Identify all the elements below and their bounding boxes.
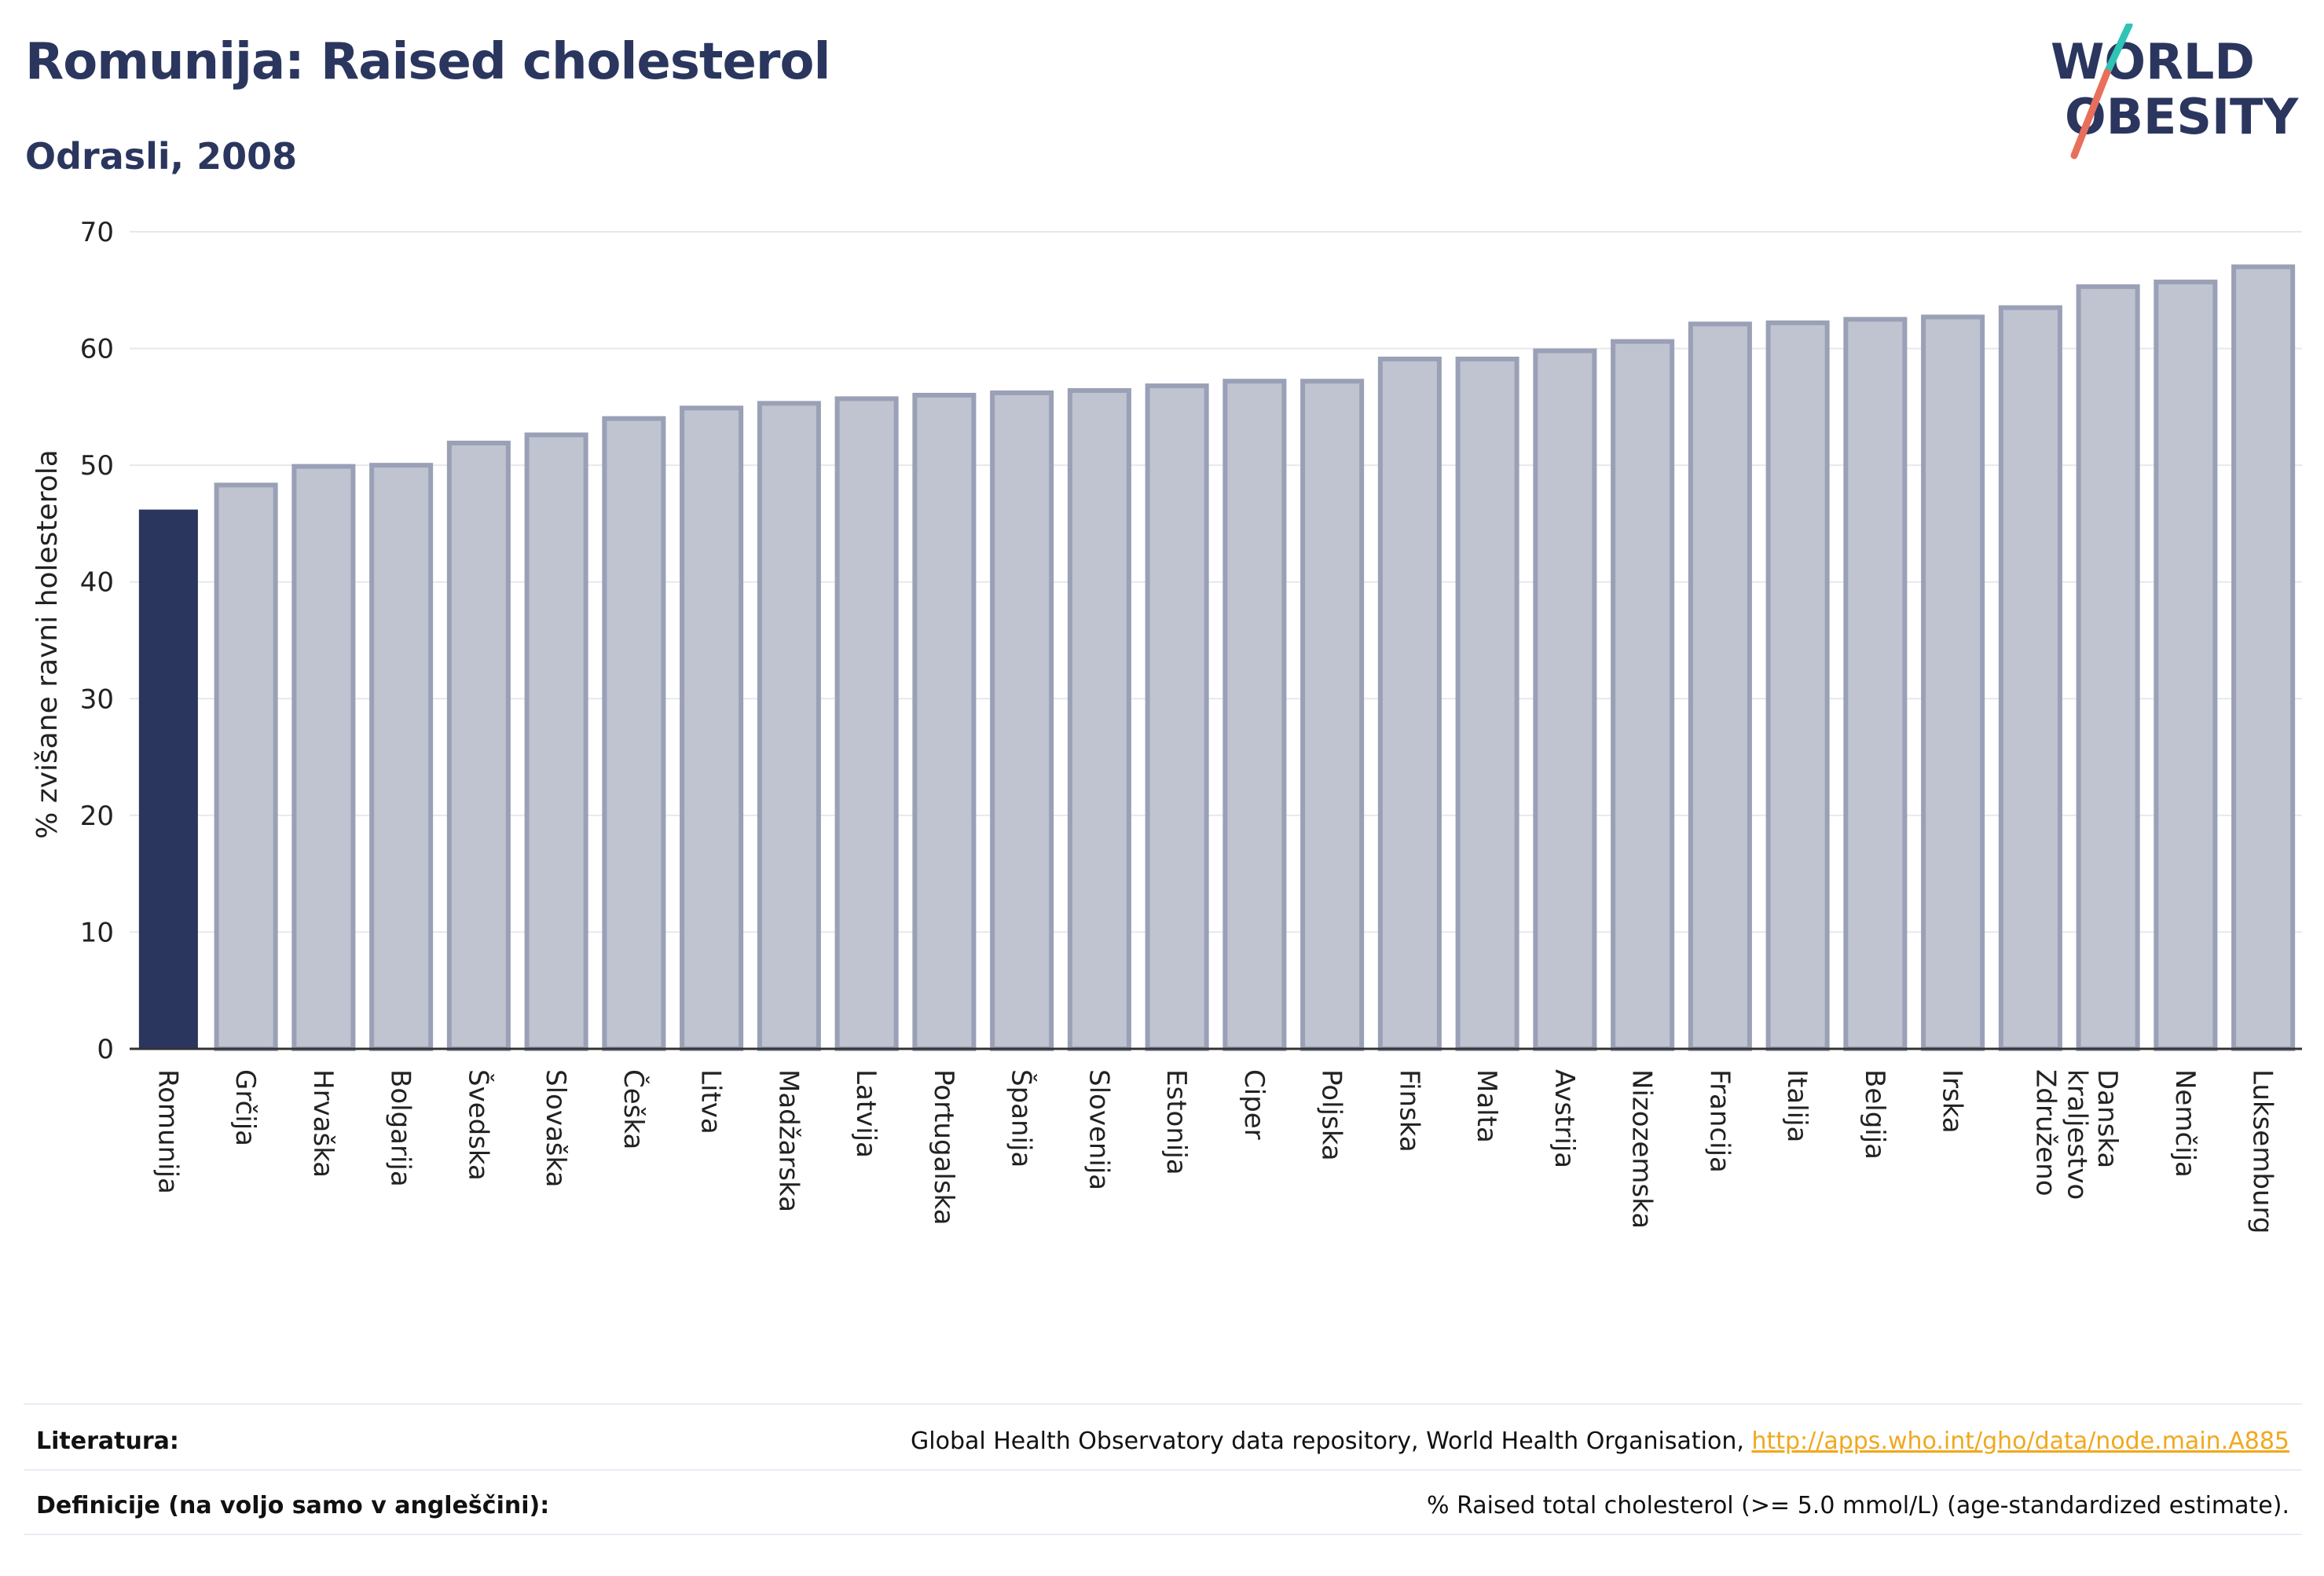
y-tick-label: 20 (80, 801, 114, 832)
footer-literature-label: Literatura: (36, 1427, 179, 1455)
bar (1611, 339, 1675, 1051)
bar (524, 432, 588, 1051)
bar (990, 390, 1054, 1051)
x-tick-label: Slovenija (1083, 1069, 1114, 1190)
y-axis-label: % zvišane ravni holesterola (31, 449, 64, 839)
x-tick-label: Ciper (1238, 1069, 1270, 1140)
page-subtitle: Odrasli, 2008 (25, 135, 298, 178)
y-tick-label: 70 (80, 217, 114, 248)
x-tick-label: Irska (1937, 1069, 1968, 1134)
bar (757, 401, 821, 1051)
footer-literature-link[interactable]: http://apps.who.int/gho/data/node.main.A… (1751, 1427, 2289, 1455)
logo-slash-teal (2103, 24, 2133, 76)
bar (1998, 305, 2062, 1052)
bar (1300, 379, 1365, 1051)
bar (1377, 356, 1442, 1051)
footer-divider-top (24, 1403, 2302, 1405)
bar (1843, 317, 1908, 1051)
y-tick-label: 60 (80, 334, 114, 365)
bar (2154, 279, 2218, 1051)
x-tick-label: Nizozemska (1626, 1069, 1658, 1229)
bar (912, 393, 977, 1051)
footer-definitions-value: % Raised total cholesterol (>= 5.0 mmol/… (1427, 1491, 2289, 1519)
x-tick-label: Romunija (152, 1069, 183, 1194)
x-tick-label: Litva (695, 1069, 727, 1134)
x-tick-label: Španija (1006, 1069, 1038, 1167)
x-tick-label: Bolgarija (385, 1069, 416, 1187)
x-tick-label: Avstrija (1549, 1069, 1580, 1168)
y-tick-label: 10 (80, 917, 114, 948)
x-tick-label: Latvija (850, 1069, 882, 1158)
page-title: Romunija: Raised cholesterol (25, 33, 830, 91)
logo-slash-coral (2070, 68, 2111, 159)
bar (834, 396, 899, 1051)
footer-literature-value: Global Health Observatory data repositor… (911, 1428, 2302, 1455)
x-tick-label: Belgija (1859, 1069, 1890, 1160)
x-tick-label: Madžarska (772, 1069, 804, 1212)
x-tick-label: Luksemburg (2247, 1069, 2278, 1233)
bar (214, 482, 278, 1051)
y-tick-label: 30 (80, 684, 114, 715)
bar (602, 416, 666, 1051)
bar (369, 463, 434, 1051)
world-obesity-logo: WORLD OBESITY (2051, 24, 2299, 159)
y-tick-label: 50 (80, 450, 114, 482)
bar (680, 405, 744, 1051)
footer-definitions-label: Definicije (na voljo samo v angleščini): (36, 1491, 550, 1519)
x-tick-label: Slovaška (540, 1069, 571, 1187)
bar (1145, 383, 1209, 1052)
bar (1067, 388, 1131, 1051)
x-tick-label: Hrvaška (307, 1069, 339, 1178)
logo-text-world: WORLD (2051, 33, 2255, 90)
bar (446, 440, 511, 1051)
bar (1222, 379, 1287, 1051)
x-tick-label: Švedska (462, 1069, 494, 1181)
x-tick-label: Portugalska (928, 1069, 959, 1225)
axis-layer: 0 10 20 30 40 50 60 70 Romunija Grčija Hrvaška Bolg… (80, 217, 2302, 1233)
bar (1455, 356, 1519, 1051)
x-tick-label: Finska (1393, 1069, 1424, 1153)
x-tick-label: Nemčija (2169, 1069, 2201, 1178)
x-tick-label: Francija (1703, 1069, 1735, 1173)
x-tick-label: Italija (1781, 1069, 1813, 1142)
bar (1688, 321, 1752, 1052)
x-tick-label: Poljska (1316, 1069, 1347, 1161)
footer-divider-middle (24, 1469, 2302, 1471)
x-tick-label: Danska (2091, 1069, 2123, 1168)
x-tick-label: Združenokraljestvo (2029, 1069, 2092, 1200)
footer-divider-bottom (24, 1534, 2302, 1535)
bar-chart: 0 10 20 30 40 50 60 70 Romunija Grčija Hrvaška Bolg… (31, 217, 2302, 1233)
footer-definitions-row: Definicije (na voljo samo v angleščini):… (24, 1474, 2302, 1537)
x-tick-label: Estonija (1160, 1069, 1192, 1175)
bar (1533, 348, 1597, 1051)
x-tick-label: Češka (618, 1069, 650, 1149)
bar (1765, 320, 1830, 1051)
bar (2231, 264, 2296, 1052)
bar (1921, 314, 1985, 1051)
logo-text-obesity: OBESITY (2065, 88, 2299, 145)
bar (291, 464, 356, 1051)
footer-literature-text: Global Health Observatory data repositor… (911, 1427, 1752, 1455)
y-tick-label: 0 (97, 1034, 114, 1065)
y-tick-label: 40 (80, 567, 114, 599)
bar-highlight (138, 509, 198, 1049)
x-tick-label: Malta (1471, 1069, 1502, 1143)
x-tick-label: Grčija (229, 1069, 261, 1146)
bar (2076, 284, 2140, 1052)
footer-literature-row: Literatura: Global Health Observatory da… (24, 1409, 2302, 1472)
